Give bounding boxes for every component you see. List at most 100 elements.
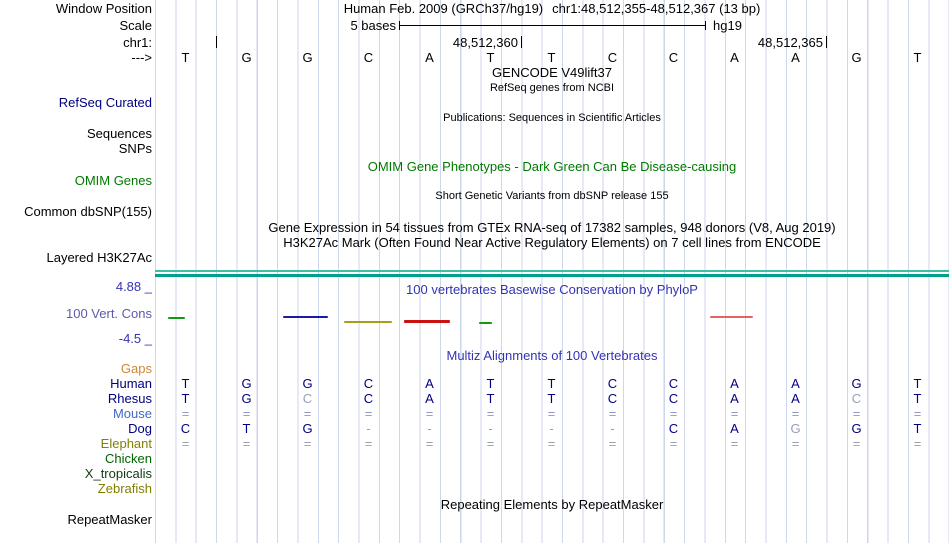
align-human-base-9: C <box>668 376 679 391</box>
left-label-species-zebrafish: Zebrafish <box>97 481 152 496</box>
assembly-name: Human Feb. 2009 (GRCh37/hg19) <box>343 1 544 16</box>
left-label-refseq-curated[interactable]: RefSeq Curated <box>58 95 152 110</box>
sequence-base-12: G <box>851 50 862 65</box>
align-dog-base-1: C <box>180 421 191 436</box>
left-label-common-dbsnp[interactable]: Common dbSNP(155) <box>24 204 152 219</box>
h3k27ac-signal-line-2 <box>155 274 949 277</box>
gencode-title: GENCODE V49lift37 <box>492 65 612 80</box>
phylop-segment-5 <box>479 322 492 324</box>
phylop-segment-4 <box>404 320 450 323</box>
align-mouse-base-8: = <box>608 406 617 421</box>
h3k27ac-signal-line-1 <box>155 270 949 272</box>
align-human-base-11: A <box>791 376 800 391</box>
ruler-tick-1 <box>216 36 217 48</box>
align-elephant-base-9: = <box>669 436 678 451</box>
phylop-segment-3 <box>344 321 392 323</box>
omim-title: OMIM Gene Phenotypes - Dark Green Can Be… <box>367 159 737 174</box>
align-elephant-base-8: = <box>608 436 617 451</box>
align-dog-base-6: - <box>488 421 493 436</box>
align-rhesus-base-11: A <box>791 391 800 406</box>
align-dog-base-4: - <box>366 421 371 436</box>
align-human-base-8: C <box>607 376 618 391</box>
align-elephant-base-11: = <box>791 436 800 451</box>
left-label-layered-h3k27ac[interactable]: Layered H3K27Ac <box>46 250 152 265</box>
sequence-base-1: T <box>181 50 190 65</box>
left-label-repeatmasker[interactable]: RepeatMasker <box>67 512 152 527</box>
align-human-base-5: A <box>425 376 434 391</box>
align-dog-base-8: - <box>610 421 615 436</box>
align-rhesus-base-7: T <box>547 391 556 406</box>
align-human-base-13: T <box>913 376 922 391</box>
align-mouse-base-6: = <box>486 406 495 421</box>
align-mouse-base-5: = <box>425 406 434 421</box>
sequence-base-4: C <box>363 50 374 65</box>
align-human-base-12: G <box>851 376 862 391</box>
align-dog-base-5: - <box>427 421 432 436</box>
align-mouse-base-11: = <box>791 406 800 421</box>
align-human-base-1: T <box>181 376 190 391</box>
window-position-row: Human Feb. 2009 (GRCh37/hg19) chr1:48,51… <box>155 2 949 15</box>
sequence-base-3: G <box>302 50 313 65</box>
gencode-subtitle: RefSeq genes from NCBI <box>489 82 615 94</box>
align-mouse-base-3: = <box>303 406 312 421</box>
position-range: chr1:48,512,355-48,512,367 (13 bp) <box>552 1 761 16</box>
align-rhesus-base-3: C <box>302 391 313 406</box>
ruler-tick-2 <box>521 36 522 48</box>
align-rhesus-base-6: T <box>486 391 495 406</box>
publications-title: Publications: Sequences in Scientific Ar… <box>443 112 661 124</box>
phylop-title: 100 vertebrates Basewise Conservation by… <box>406 282 698 297</box>
sequence-base-10: A <box>730 50 739 65</box>
left-label-strand-arrow: ---> <box>131 50 152 65</box>
align-elephant-base-6: = <box>486 436 495 451</box>
align-elephant-base-2: = <box>242 436 251 451</box>
left-label-species-chicken: Chicken <box>105 451 152 466</box>
h3k27ac-title: H3K27Ac Mark (Often Found Near Active Re… <box>283 235 821 250</box>
sequence-base-11: A <box>791 50 800 65</box>
align-elephant-base-5: = <box>425 436 434 451</box>
left-label-species-rhesus: Rhesus <box>107 391 152 406</box>
scale-bar-line <box>400 25 705 26</box>
left-label-scale: Scale <box>119 18 152 33</box>
align-dog-base-7: - <box>549 421 554 436</box>
align-elephant-base-7: = <box>547 436 556 451</box>
align-mouse-base-13: = <box>913 406 922 421</box>
align-rhesus-base-8: C <box>607 391 618 406</box>
align-mouse-base-12: = <box>852 406 861 421</box>
phylop-segment-6 <box>710 316 753 318</box>
sequence-base-5: A <box>425 50 434 65</box>
sequence-base-6: T <box>486 50 495 65</box>
sequence-base-8: C <box>607 50 618 65</box>
align-human-base-3: G <box>302 376 313 391</box>
assembly-short-label: hg19 <box>713 18 742 33</box>
align-rhesus-base-4: C <box>363 391 374 406</box>
ruler-tick-3 <box>826 36 827 48</box>
left-label-phylop-min: -4.5 _ <box>118 331 152 346</box>
left-label-gaps: Gaps <box>120 361 152 376</box>
align-human-base-4: C <box>363 376 374 391</box>
left-label-sequences[interactable]: Sequences <box>86 126 152 141</box>
sequence-base-2: G <box>241 50 252 65</box>
align-dog-base-11: G <box>790 421 801 436</box>
multiz-title: Multiz Alignments of 100 Vertebrates <box>446 348 658 363</box>
align-mouse-base-2: = <box>242 406 251 421</box>
left-label-species-elephant: Elephant <box>100 436 152 451</box>
align-dog-base-9: C <box>668 421 679 436</box>
align-human-base-2: G <box>241 376 252 391</box>
ruler-coordinate-3: 48,512,365 <box>757 35 823 50</box>
left-label-omim-genes[interactable]: OMIM Genes <box>74 173 152 188</box>
left-label-vert-cons[interactable]: 100 Vert. Cons <box>66 306 152 321</box>
left-label-snps[interactable]: SNPs <box>118 141 152 156</box>
align-dog-base-2: T <box>242 421 251 436</box>
align-rhesus-base-2: G <box>241 391 252 406</box>
scale-bases-label: 5 bases <box>350 18 396 33</box>
align-rhesus-base-12: C <box>851 391 862 406</box>
align-dog-base-13: T <box>913 421 922 436</box>
align-rhesus-base-9: C <box>668 391 679 406</box>
align-mouse-base-9: = <box>669 406 678 421</box>
align-rhesus-base-13: T <box>913 391 922 406</box>
align-dog-base-3: G <box>302 421 313 436</box>
align-rhesus-base-5: A <box>425 391 434 406</box>
align-elephant-base-4: = <box>364 436 373 451</box>
left-label-chrom: chr1: <box>123 35 152 50</box>
